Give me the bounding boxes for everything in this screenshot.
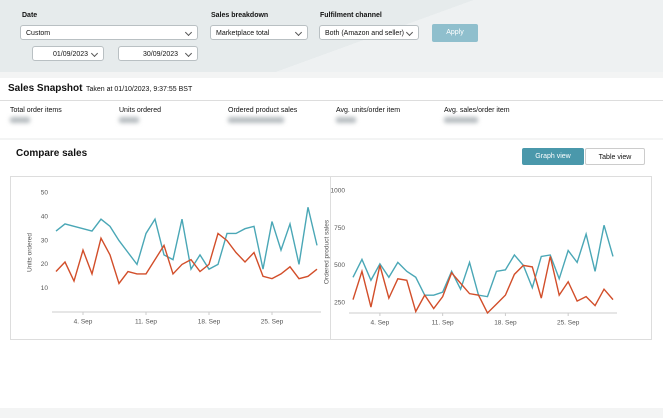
y-axis-label: Ordered product sales bbox=[324, 219, 331, 284]
end-date[interactable]: 30/09/2023 bbox=[118, 46, 198, 61]
table-view-tab[interactable]: Table view bbox=[585, 148, 645, 165]
breakdown-label: Sales breakdown bbox=[211, 12, 269, 19]
y-tick-label: 500 bbox=[334, 262, 345, 269]
snapshot-title: Sales Snapshot bbox=[8, 83, 83, 94]
snapshot-time: Taken at 01/10/2023, 9:37:55 BST bbox=[86, 86, 193, 93]
x-tick-label: 18. Sep bbox=[494, 320, 517, 327]
blurred-value bbox=[119, 117, 139, 123]
blurred-value bbox=[10, 117, 30, 123]
apply-button[interactable]: Apply bbox=[432, 24, 478, 42]
y-axis-label: Units ordered bbox=[27, 233, 34, 272]
blurred-value bbox=[228, 117, 284, 123]
breakdown-select[interactable]: Marketplace total bbox=[210, 25, 308, 40]
metric-label: Units ordered bbox=[119, 107, 162, 114]
footer bbox=[0, 408, 663, 418]
date-select[interactable]: Custom bbox=[20, 25, 198, 40]
y-tick-label: 20 bbox=[41, 261, 49, 268]
series-line bbox=[352, 225, 614, 298]
x-tick-label: 4. Sep bbox=[74, 319, 93, 326]
series-line bbox=[55, 207, 318, 272]
card-divider bbox=[330, 176, 331, 340]
x-tick-label: 25. Sep bbox=[557, 320, 580, 327]
date-label: Date bbox=[22, 12, 38, 19]
metric-label: Avg. units/order item bbox=[336, 107, 401, 114]
x-tick-label: 11. Sep bbox=[432, 320, 454, 327]
y-tick-label: 10 bbox=[41, 285, 49, 292]
series-line bbox=[55, 232, 318, 285]
compare-title: Compare sales bbox=[16, 148, 88, 159]
x-tick-label: 25. Sep bbox=[261, 319, 284, 326]
y-tick-label: 50 bbox=[41, 190, 49, 197]
y-tick-label: 750 bbox=[334, 225, 345, 232]
chart-card bbox=[10, 176, 652, 340]
fulfilment-label: Fulfilment channel bbox=[320, 12, 382, 19]
metric-label: Ordered product sales bbox=[228, 107, 298, 114]
x-tick-label: 11. Sep bbox=[135, 319, 157, 326]
x-tick-label: 4. Sep bbox=[370, 320, 389, 327]
compare-panel bbox=[0, 140, 663, 418]
x-tick-label: 18. Sep bbox=[198, 319, 221, 326]
y-tick-label: 1000 bbox=[331, 188, 346, 195]
series-line bbox=[352, 256, 614, 315]
y-tick-label: 250 bbox=[334, 299, 345, 306]
blurred-value bbox=[336, 117, 356, 123]
fulfilment-select[interactable]: Both (Amazon and seller) bbox=[319, 25, 419, 40]
y-tick-label: 30 bbox=[41, 237, 49, 244]
graph-view-tab[interactable]: Graph view bbox=[522, 148, 584, 165]
y-tick-label: 40 bbox=[41, 214, 49, 221]
start-date[interactable]: 01/09/2023 bbox=[32, 46, 104, 61]
metric-label: Avg. sales/order item bbox=[444, 107, 510, 114]
divider bbox=[0, 100, 663, 101]
snapshot-panel bbox=[0, 78, 663, 138]
blurred-value bbox=[444, 117, 478, 123]
metric-label: Total order items bbox=[10, 107, 62, 114]
